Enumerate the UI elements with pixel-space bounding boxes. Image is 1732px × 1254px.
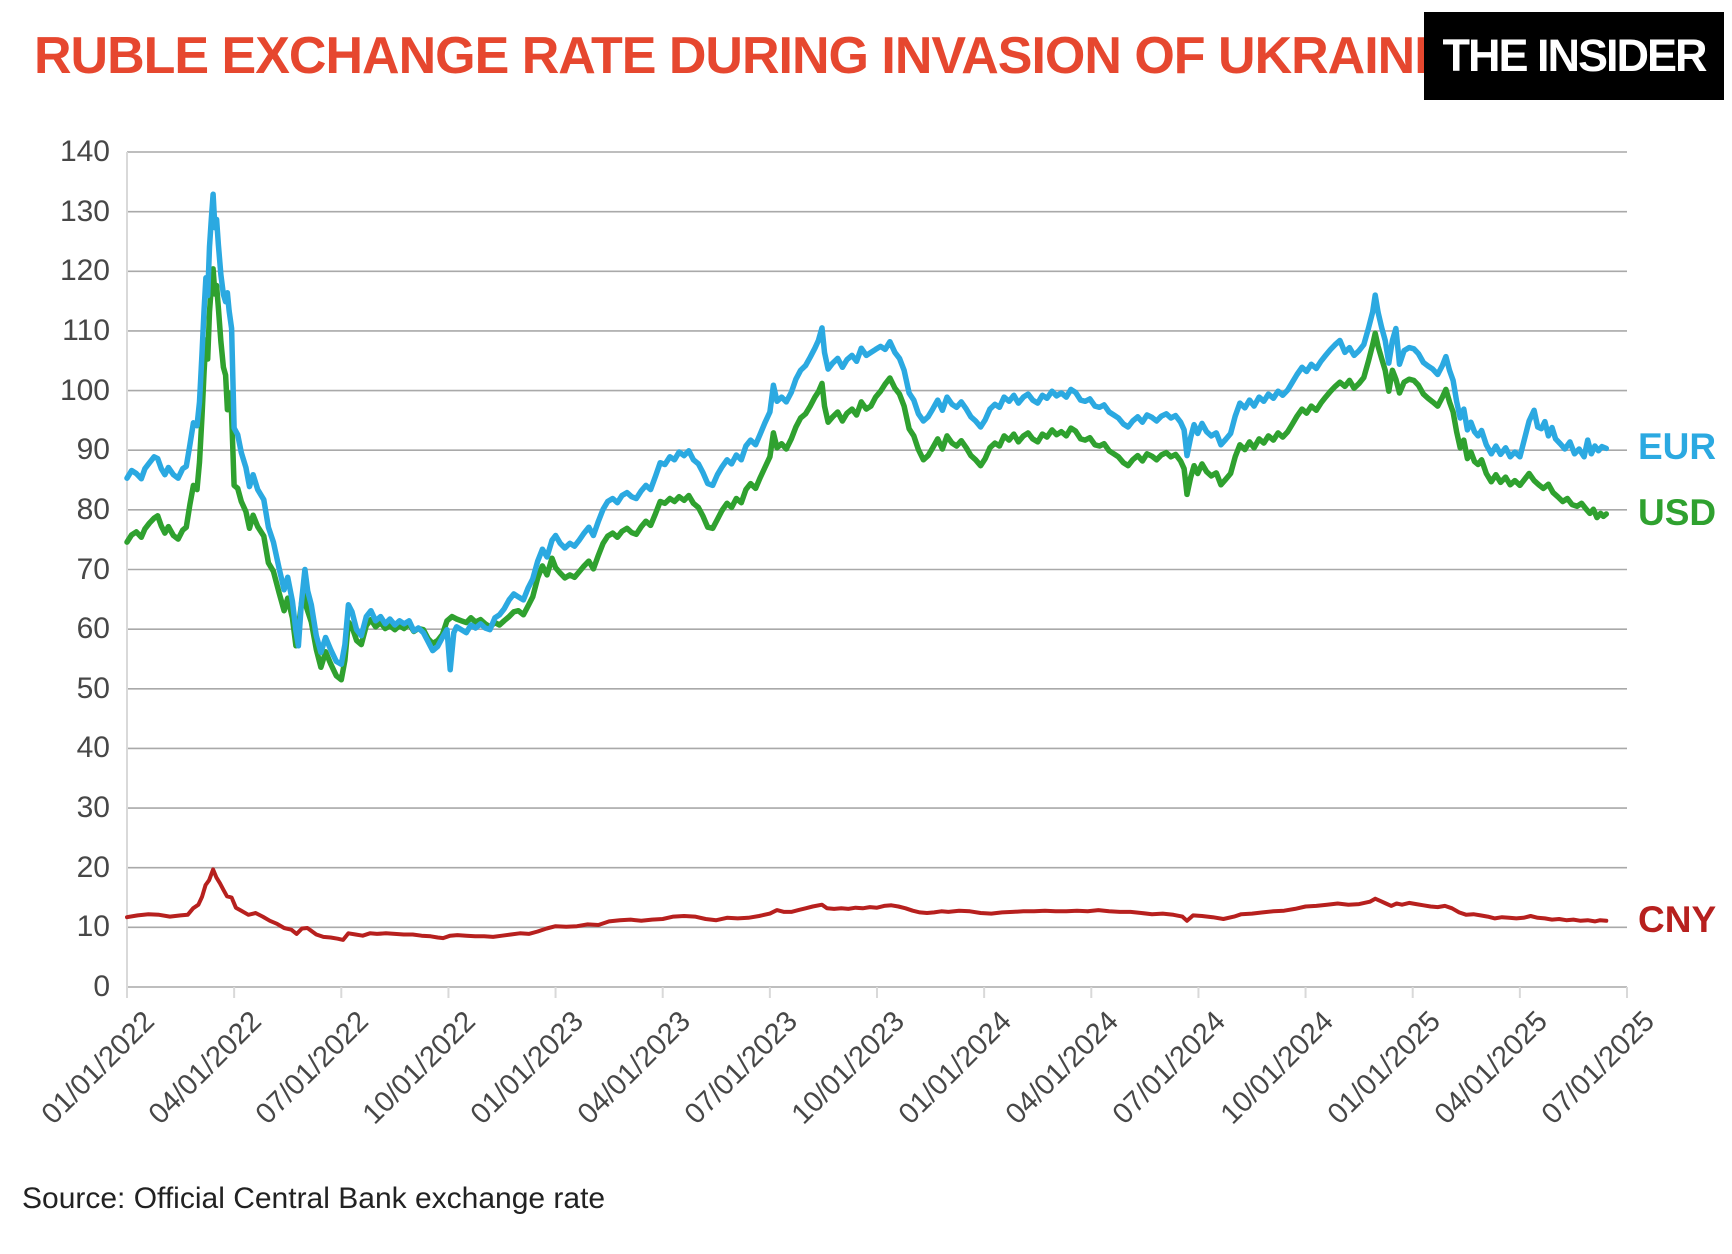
series-label-eur: EUR: [1638, 426, 1717, 468]
y-tick-label-60: 60: [76, 612, 110, 646]
y-tick-label-50: 50: [76, 671, 110, 705]
series-label-cny: CNY: [1638, 898, 1717, 940]
y-tick-label-40: 40: [76, 731, 110, 765]
y-tick-label-20: 20: [76, 850, 110, 884]
usd-line: [124, 266, 1610, 683]
eur-line: [124, 191, 1610, 673]
series-label-usd: USD: [1638, 492, 1717, 534]
y-tick-label-90: 90: [76, 433, 110, 467]
y-tick-label-10: 10: [76, 910, 110, 944]
y-tick-label-0: 0: [93, 970, 110, 1003]
y-tick-label-80: 80: [76, 492, 110, 526]
y-tick-label-110: 110: [62, 313, 110, 347]
y-tick-label-30: 30: [76, 791, 110, 825]
insider-logo: THE INSIDER: [1424, 12, 1724, 100]
source-note: Source: Official Central Bank exchange r…: [22, 1182, 606, 1215]
y-tick-label-70: 70: [76, 552, 110, 586]
cny-line: [125, 867, 1609, 942]
chart-title: RUBLE EXCHANGE RATE DURING INVASION OF U…: [34, 27, 1449, 85]
y-tick-label-120: 120: [59, 254, 110, 288]
y-tick-label-130: 130: [59, 194, 110, 228]
insider-logo-text: THE INSIDER: [1442, 30, 1707, 81]
y-tick-label-140: 140: [59, 135, 110, 168]
y-tick-label-100: 100: [59, 373, 110, 407]
